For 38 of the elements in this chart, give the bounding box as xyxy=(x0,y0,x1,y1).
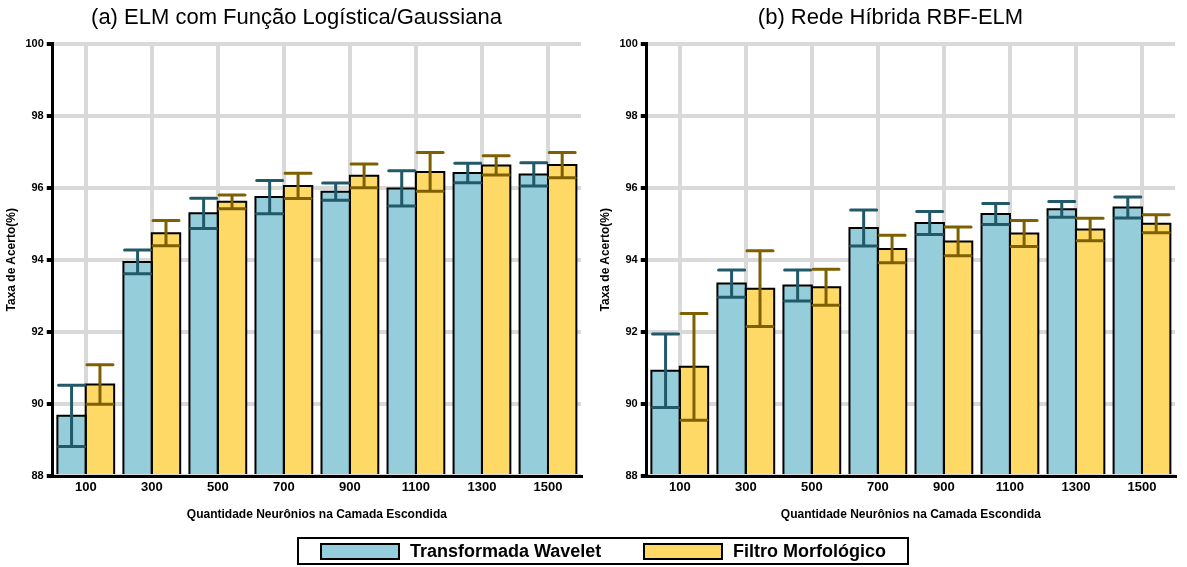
x-tick-label: 1300 xyxy=(467,479,497,495)
y-tick-label: 94 xyxy=(31,252,45,265)
x-tick-label: 1100 xyxy=(995,479,1025,495)
x-tick-label: 500 xyxy=(206,479,229,495)
chart-title: (a) ELM com Função Logística/Gaussiana xyxy=(90,4,503,30)
chart-title: (b) Rede Híbrida RBF-ELM xyxy=(756,4,1025,30)
y-tick-label: 90 xyxy=(31,396,44,409)
y-tick-label: 94 xyxy=(625,252,639,265)
x-axis-title: Quantidade Neurônios na Camada Escondida xyxy=(186,507,448,522)
x-tick-label: 1500 xyxy=(533,479,563,495)
y-tick-label: 90 xyxy=(625,396,638,409)
y-tick-label: 98 xyxy=(625,108,638,121)
x-tick-label: 100 xyxy=(74,479,97,495)
y-tick-label: 100 xyxy=(619,36,638,49)
x-axis-title: Quantidade Neurônios na Camada Escondida xyxy=(780,507,1042,522)
x-tick-label: 1300 xyxy=(1061,479,1091,495)
x-tick-label: 1100 xyxy=(401,479,431,495)
y-tick-label: 88 xyxy=(31,469,44,482)
legend-label: Transformada Wavelet xyxy=(409,540,602,562)
x-tick-label: 300 xyxy=(140,479,163,495)
y-tick-label: 100 xyxy=(25,36,44,49)
y-axis-title: Taxa de Acerto(%) xyxy=(3,208,18,312)
y-tick-label: 92 xyxy=(625,324,638,337)
legend-label: Filtro Morfológico xyxy=(733,540,887,562)
x-tick-label: 100 xyxy=(668,479,691,495)
y-tick-label: 96 xyxy=(31,180,44,193)
x-tick-label: 900 xyxy=(933,479,955,495)
x-tick-label: 1500 xyxy=(1127,479,1157,495)
x-tick-label: 900 xyxy=(339,479,361,495)
y-axis-title: Taxa de Acerto(%) xyxy=(597,208,612,312)
x-tick-label: 500 xyxy=(800,479,823,495)
y-tick-label: 88 xyxy=(625,469,638,482)
x-tick-label: 700 xyxy=(867,479,889,495)
y-tick-label: 92 xyxy=(31,324,44,337)
y-tick-label: 96 xyxy=(625,180,638,193)
y-tick-label: 98 xyxy=(31,108,44,121)
x-tick-label: 700 xyxy=(273,479,295,495)
x-tick-label: 300 xyxy=(734,479,757,495)
